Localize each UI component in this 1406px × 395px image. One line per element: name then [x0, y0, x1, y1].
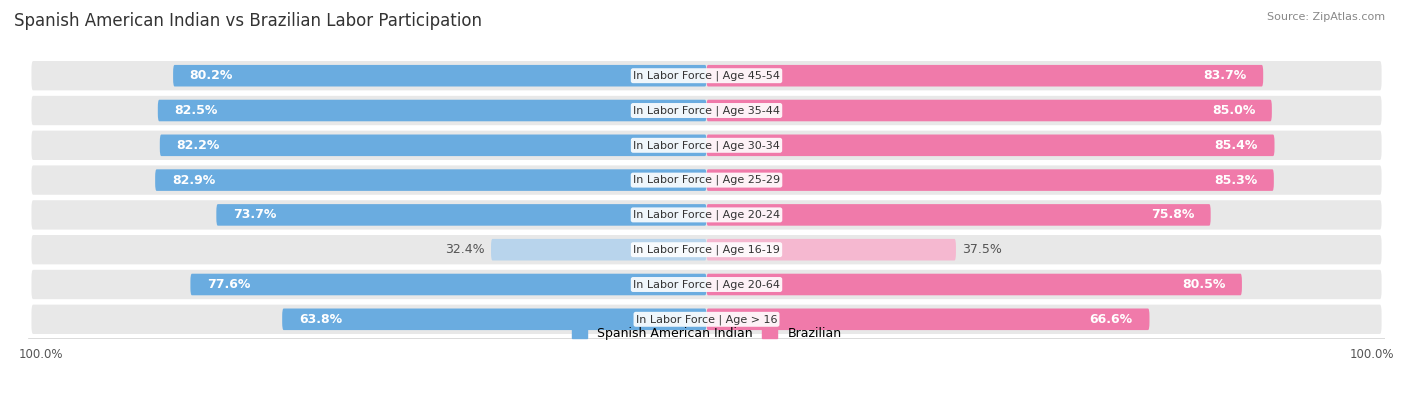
FancyBboxPatch shape [155, 169, 707, 191]
FancyBboxPatch shape [31, 61, 1382, 90]
Text: 80.5%: 80.5% [1182, 278, 1225, 291]
FancyBboxPatch shape [173, 65, 707, 87]
Text: 37.5%: 37.5% [963, 243, 1002, 256]
Text: In Labor Force | Age 35-44: In Labor Force | Age 35-44 [633, 105, 780, 116]
Text: 82.2%: 82.2% [176, 139, 219, 152]
FancyBboxPatch shape [283, 308, 707, 330]
FancyBboxPatch shape [31, 166, 1382, 195]
FancyBboxPatch shape [31, 131, 1382, 160]
Text: 85.3%: 85.3% [1213, 173, 1257, 186]
FancyBboxPatch shape [31, 305, 1382, 334]
Text: 82.5%: 82.5% [174, 104, 218, 117]
FancyBboxPatch shape [31, 235, 1382, 264]
FancyBboxPatch shape [707, 169, 1274, 191]
FancyBboxPatch shape [190, 274, 707, 295]
Text: In Labor Force | Age 20-24: In Labor Force | Age 20-24 [633, 210, 780, 220]
Text: 77.6%: 77.6% [207, 278, 250, 291]
FancyBboxPatch shape [491, 239, 707, 260]
Text: In Labor Force | Age 30-34: In Labor Force | Age 30-34 [633, 140, 780, 150]
Text: 85.0%: 85.0% [1212, 104, 1256, 117]
Text: In Labor Force | Age 20-64: In Labor Force | Age 20-64 [633, 279, 780, 290]
Text: In Labor Force | Age 45-54: In Labor Force | Age 45-54 [633, 70, 780, 81]
Text: 75.8%: 75.8% [1150, 209, 1194, 222]
Text: 82.9%: 82.9% [172, 173, 215, 186]
Text: 63.8%: 63.8% [299, 313, 342, 326]
Text: Source: ZipAtlas.com: Source: ZipAtlas.com [1267, 12, 1385, 22]
FancyBboxPatch shape [707, 100, 1272, 121]
FancyBboxPatch shape [157, 100, 707, 121]
Text: 73.7%: 73.7% [233, 209, 277, 222]
FancyBboxPatch shape [707, 308, 1150, 330]
Text: Spanish American Indian vs Brazilian Labor Participation: Spanish American Indian vs Brazilian Lab… [14, 12, 482, 30]
FancyBboxPatch shape [707, 204, 1211, 226]
Text: In Labor Force | Age > 16: In Labor Force | Age > 16 [636, 314, 778, 325]
Text: In Labor Force | Age 25-29: In Labor Force | Age 25-29 [633, 175, 780, 185]
Legend: Spanish American Indian, Brazilian: Spanish American Indian, Brazilian [572, 327, 841, 340]
Text: 80.2%: 80.2% [190, 69, 233, 82]
FancyBboxPatch shape [707, 65, 1263, 87]
FancyBboxPatch shape [160, 135, 707, 156]
FancyBboxPatch shape [707, 239, 956, 260]
Text: 32.4%: 32.4% [444, 243, 485, 256]
FancyBboxPatch shape [707, 135, 1274, 156]
Text: 66.6%: 66.6% [1090, 313, 1133, 326]
FancyBboxPatch shape [217, 204, 707, 226]
FancyBboxPatch shape [707, 274, 1241, 295]
Text: In Labor Force | Age 16-19: In Labor Force | Age 16-19 [633, 245, 780, 255]
FancyBboxPatch shape [31, 200, 1382, 229]
FancyBboxPatch shape [31, 270, 1382, 299]
Text: 83.7%: 83.7% [1204, 69, 1247, 82]
FancyBboxPatch shape [31, 96, 1382, 125]
Text: 85.4%: 85.4% [1215, 139, 1258, 152]
